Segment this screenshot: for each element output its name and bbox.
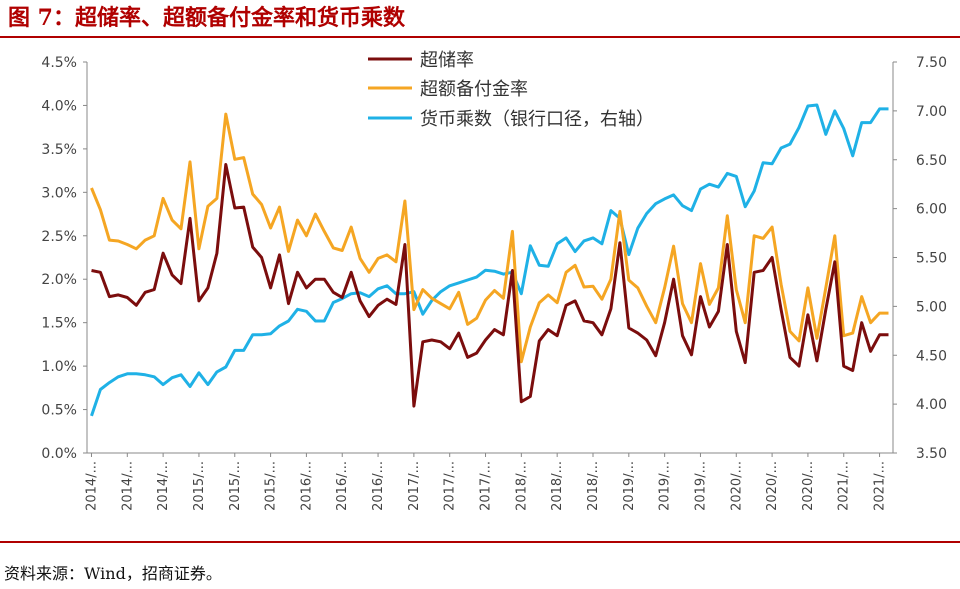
x-tick-label: 2016/... — [335, 461, 350, 511]
x-tick-label: 2015/... — [228, 461, 243, 511]
x-tick-label: 2016/... — [299, 461, 314, 511]
right-tick-label: 7.50 — [916, 55, 947, 71]
x-tick-label: 2019/... — [658, 461, 673, 511]
x-tick-label: 2017/... — [407, 461, 422, 511]
x-tick-label: 2020/... — [801, 461, 816, 511]
x-tick-label: 2021/... — [873, 461, 888, 511]
left-tick-label: 4.0% — [41, 98, 77, 114]
left-tick-label: 1.0% — [41, 359, 77, 375]
legend-label: 超储率 — [420, 50, 474, 71]
x-tick-label: 2018/... — [514, 461, 529, 511]
right-tick-label: 4.50 — [916, 348, 947, 364]
left-tick-label: 1.5% — [41, 316, 77, 332]
left-tick-label: 0.0% — [41, 446, 77, 462]
legend-item-money-multiplier: 货币乘数（银行口径，右轴） — [368, 109, 654, 130]
excess-provision-ratio-line — [90, 112, 889, 364]
left-tick-label: 2.0% — [41, 272, 77, 288]
x-axis-ticks: 2014/... 2014/... 2014/... 2015/... 2015/...… — [84, 453, 888, 511]
legend-item-excess-provision: 超额备付金率 — [368, 79, 528, 100]
money-multiplier-line — [90, 103, 889, 417]
legend-label: 货币乘数（银行口径，右轴） — [420, 109, 654, 130]
x-tick-label: 2014/... — [156, 461, 171, 511]
title-divider — [0, 36, 960, 38]
x-tick-label: 2020/... — [765, 461, 780, 511]
right-tick-label: 4.00 — [916, 397, 947, 413]
x-tick-label: 2016/... — [371, 461, 386, 511]
source-note: 资料来源：Wind，招商证券。 — [4, 564, 222, 583]
x-tick-label: 2019/... — [622, 461, 637, 511]
right-tick-label: 5.00 — [916, 299, 947, 315]
right-tick-label: 6.00 — [916, 202, 947, 218]
chart-area: 0.0% 0.5% 1.0% 1.5% 2.0% 2.5% 3.0% 3.5% 4.0% 4.5%… — [41, 50, 947, 511]
x-tick-label: 2015/... — [192, 461, 207, 511]
left-tick-label: 2.5% — [41, 229, 77, 245]
x-tick-label: 2021/... — [837, 461, 852, 511]
x-tick-label: 2017/... — [479, 461, 494, 511]
excess-reserve-ratio-line — [91, 163, 889, 408]
left-tick-label: 4.5% — [41, 55, 77, 71]
left-tick-label: 0.5% — [41, 403, 77, 419]
left-tick-label: 3.5% — [41, 142, 77, 158]
right-tick-label: 7.00 — [916, 104, 947, 120]
x-tick-label: 2018/... — [586, 461, 601, 511]
legend-label: 超额备付金率 — [420, 79, 528, 100]
left-tick-label: 3.0% — [41, 185, 77, 201]
right-tick-label: 5.50 — [916, 251, 947, 267]
x-tick-label: 2020/... — [729, 461, 744, 511]
left-axis-ticks: 0.0% 0.5% 1.0% 1.5% 2.0% 2.5% 3.0% 3.5% 4.0% 4.5% — [41, 55, 87, 462]
x-tick-label: 2014/... — [120, 461, 135, 511]
figure-title: 图 7：超储率、超额备付金率和货币乘数 — [8, 5, 405, 31]
x-tick-label: 2019/... — [693, 461, 708, 511]
right-tick-label: 3.50 — [916, 446, 947, 462]
x-tick-label: 2014/... — [84, 461, 99, 511]
x-tick-label: 2018/... — [550, 461, 565, 511]
footer-divider — [0, 541, 960, 543]
legend-item-excess-reserve: 超储率 — [368, 50, 474, 71]
right-tick-label: 6.50 — [916, 153, 947, 169]
series-lines — [90, 103, 889, 417]
x-tick-label: 2015/... — [264, 461, 279, 511]
right-axis-ticks: 3.50 4.00 4.50 5.00 5.50 6.00 6.50 7.00 7.50 — [893, 55, 947, 462]
x-tick-label: 2017/... — [443, 461, 458, 511]
